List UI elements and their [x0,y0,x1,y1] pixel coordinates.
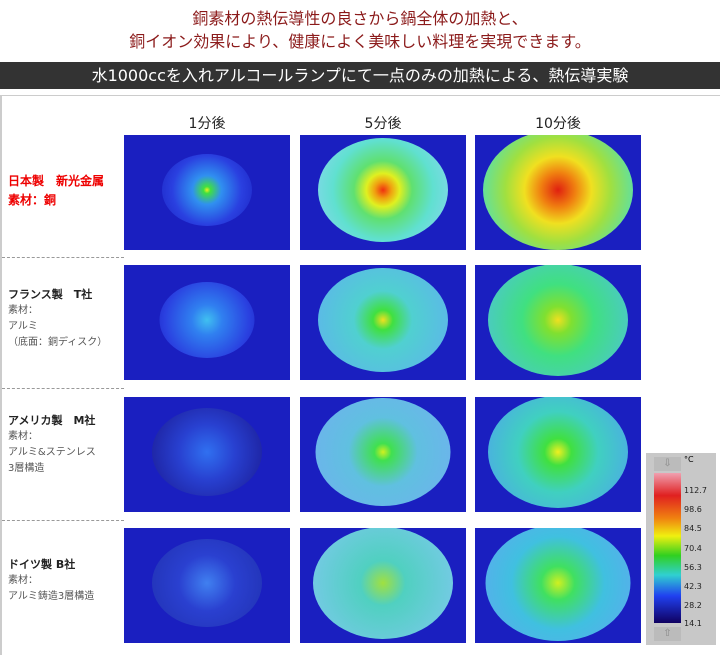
column-header-10min: 10分後 [535,116,581,132]
scale-tick: 14.1 [684,619,702,628]
row-material: 素材： [8,575,38,586]
thermal-image [124,265,290,380]
thermal-image [475,265,641,380]
row-material: 素材：銅 [8,193,57,207]
thermal-image [300,528,466,643]
heated-pot-area [318,268,448,373]
heated-pot-area [485,528,631,642]
scale-tick: 84.5 [684,524,702,533]
heated-pot-area [152,408,262,497]
row-label-japan: 日本製 新光金属 素材：銅 [8,172,104,210]
thermal-image [475,397,641,512]
temperature-scale-legend: ⇩ °C ⇧ 112.7 98.6 84.5 70.4 56.3 42.3 28… [646,453,716,645]
row-material: アルミ&ステンレス [8,447,96,458]
row-material: （底面：銅ディスク） [8,337,108,348]
row-material: 素材： [8,431,38,442]
thermal-image [475,528,641,643]
color-scale-bar [654,473,681,623]
thermal-image [300,135,466,250]
row-material: 3層構造 [8,463,45,474]
scale-tick: 70.4 [684,544,702,553]
heated-pot-area [318,138,448,243]
results-panel [0,95,720,655]
row-label-usa: アメリカ製 M社 素材： アルミ&ステンレス 3層構造 [8,413,96,477]
heated-pot-area [162,154,252,227]
row-material: アルミ鋳造3層構造 [8,591,95,602]
thermal-image [300,265,466,380]
heading-line-1: 銅素材の熱伝導性の良さから鍋全体の加熱と、 [192,9,528,28]
thermal-image [475,135,641,250]
heading-line-2: 銅イオン効果により、健康によく美味しい料理を実現できます。 [129,32,591,51]
scale-tick: 98.6 [684,505,702,514]
row-title: アメリカ製 M社 [8,414,96,427]
heated-pot-area [488,397,628,509]
thermal-image [124,397,290,512]
scale-tick: 28.2 [684,601,702,610]
row-title: ドイツ製 B社 [8,558,76,571]
row-title: 日本製 新光金属 [8,174,105,188]
row-label-france: フランス製 T社 素材： アルミ （底面：銅ディスク） [8,287,107,351]
heated-pot-area [159,282,255,359]
row-divider [2,520,124,521]
row-divider [2,388,124,389]
heated-pot-area [315,398,451,507]
row-divider [2,257,124,258]
arrow-down-icon[interactable]: ⇩ [654,457,681,471]
row-material: アルミ [8,321,38,332]
thermal-image [124,528,290,643]
row-material: 素材： [8,305,38,316]
row-title: フランス製 T社 [8,288,93,301]
scale-tick: 42.3 [684,582,702,591]
thermal-image [124,135,290,250]
column-header-5min: 5分後 [364,116,402,132]
unit-label: °C [684,455,694,464]
arrow-up-icon[interactable]: ⇧ [654,627,681,641]
heated-pot-area [313,528,453,640]
experiment-title: 水1000ccを入れアルコールランプにて一点のみの加熱による、熱伝導実験 [0,62,720,89]
scale-tick: 112.7 [684,486,707,495]
row-label-germany: ドイツ製 B社 素材： アルミ鋳造3層構造 [8,557,94,605]
column-header-1min: 1分後 [188,116,226,132]
heated-pot-area [488,265,628,377]
heated-pot-area [152,539,262,628]
scale-tick: 56.3 [684,563,702,572]
heated-pot-area [483,135,633,250]
thermal-image [300,397,466,512]
